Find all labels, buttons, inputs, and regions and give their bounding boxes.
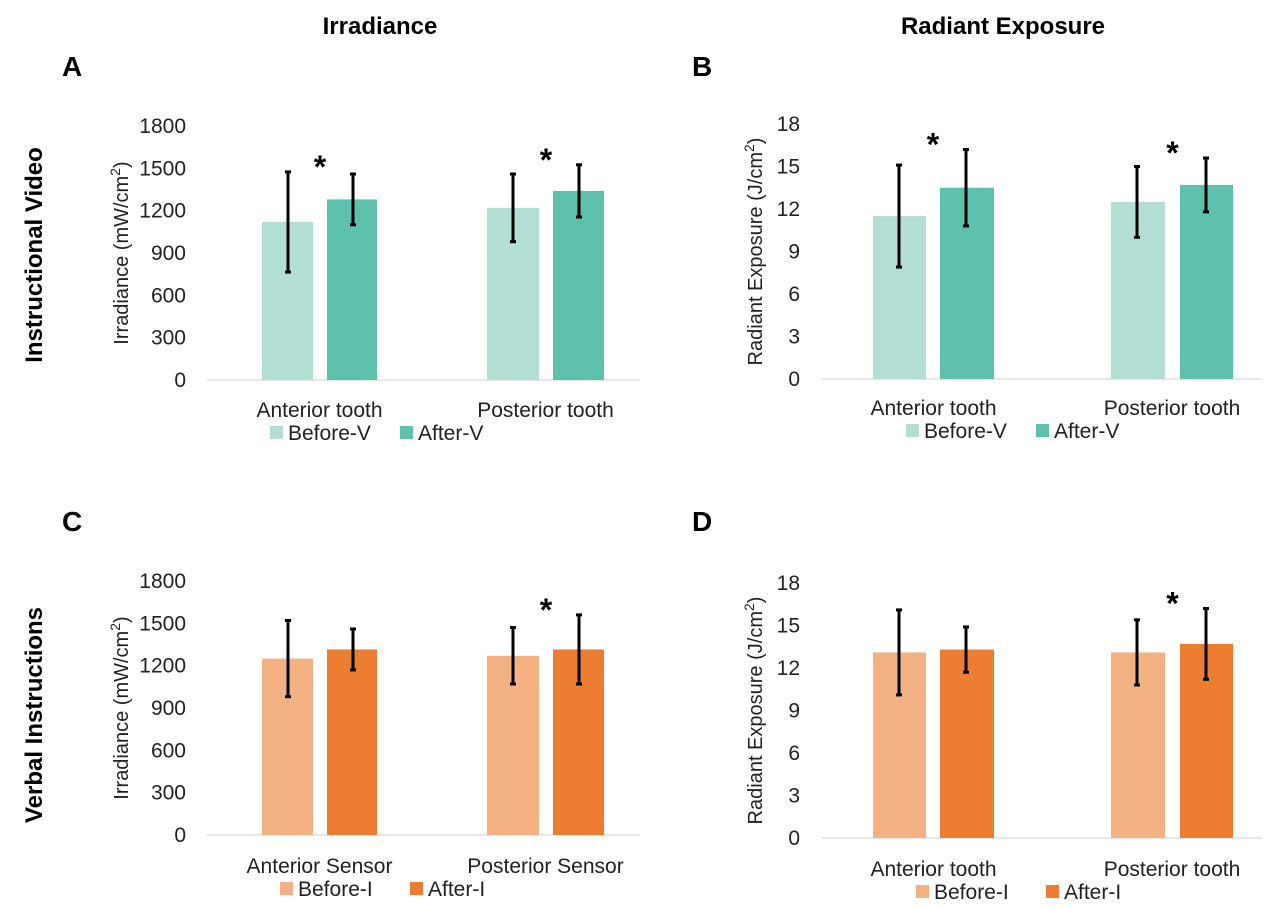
bar-after-v-2	[553, 190, 604, 380]
y-axis-label: Irradiance (mW/cm2)	[107, 616, 133, 799]
legend-label: Before-V	[924, 420, 1007, 443]
y-tick-label: 18	[777, 113, 800, 136]
y-tick-label: 3	[788, 326, 800, 349]
panel-letter: A	[62, 51, 82, 82]
significance-star: *	[1166, 135, 1179, 171]
column-title-radiant-exposure: Radiant Exposure	[901, 13, 1105, 40]
legend-label: Before-V	[288, 422, 371, 445]
y-tick-label: 900	[151, 242, 186, 265]
y-tick-label: 300	[151, 782, 186, 805]
category-label: Posterior tooth	[477, 399, 614, 422]
y-tick-label: 0	[174, 824, 186, 847]
y-tick-label: 1200	[139, 200, 186, 223]
bar-after-v-2	[1180, 184, 1233, 379]
category-label: Anterior tooth	[870, 858, 996, 881]
y-tick-label: 6	[788, 742, 800, 765]
y-tick-label: 1800	[139, 115, 186, 138]
category-label: Anterior tooth	[870, 397, 996, 420]
bar-after-i-1	[940, 649, 994, 838]
y-tick-label: 9	[788, 700, 800, 723]
panel-b: B 0 3 6 9 12 15 18 Radiant Exposure (J/cm2) Anter…	[692, 51, 1262, 443]
legend-swatch	[1036, 424, 1049, 437]
significance-star: *	[540, 592, 553, 628]
y-tick-label: 1800	[139, 570, 186, 593]
y-tick-label: 12	[777, 657, 800, 680]
significance-star: *	[927, 127, 940, 163]
y-tick-label: 6	[788, 283, 800, 306]
panel-c: C 0 300 600 900 1200 1500 1800 Irradiance (mW/cm…	[62, 506, 640, 901]
y-tick-label: 15	[777, 156, 800, 179]
row-title-instructional-video: Instructional Video	[21, 147, 48, 363]
y-tick-label: 300	[151, 327, 186, 350]
legend-label: Before-I	[934, 881, 1009, 904]
y-axis-label: Radiant Exposure (J/cm2)	[741, 138, 767, 366]
y-tick-label: 15	[777, 615, 800, 638]
legend-swatch	[906, 424, 919, 437]
panel-d: D 0 3 6 9 12 15 18 Radiant Exposure (J/cm2) Anter…	[692, 506, 1262, 904]
category-label: Posterior Sensor	[467, 855, 623, 878]
bar-after-i-1	[327, 649, 377, 835]
category-label: Anterior Sensor	[247, 855, 393, 878]
legend-swatch	[410, 882, 423, 895]
y-tick-label: 900	[151, 697, 186, 720]
significance-star: *	[540, 142, 553, 178]
legend-label: After-I	[1064, 881, 1121, 904]
legend-label: Before-I	[298, 878, 373, 901]
y-tick-label: 12	[777, 198, 800, 221]
legend-label: After-V	[1054, 420, 1119, 443]
y-tick-label: 1200	[139, 655, 186, 678]
y-tick-label: 3	[788, 785, 800, 808]
legend-swatch	[270, 426, 283, 439]
legend-swatch	[916, 885, 929, 898]
legend-swatch	[280, 882, 293, 895]
row-title-verbal-instructions: Verbal Instructions	[21, 607, 48, 823]
bar-before-i-2	[487, 655, 539, 835]
legend-swatch	[1046, 885, 1059, 898]
panel-letter: C	[62, 506, 82, 537]
y-tick-label: 0	[788, 368, 800, 391]
significance-star: *	[314, 149, 327, 185]
y-tick-label: 18	[777, 572, 800, 595]
legend-swatch	[400, 426, 413, 439]
panel-a: A 0 300 600 900 1200 1500 1800 Irradiance (mW/cm…	[62, 51, 640, 445]
y-tick-label: 0	[788, 827, 800, 850]
y-tick-label: 9	[788, 241, 800, 264]
legend-label: After-I	[428, 878, 485, 901]
y-axis-label: Irradiance (mW/cm2)	[107, 161, 133, 344]
panel-letter: B	[692, 51, 712, 82]
significance-star: *	[1166, 586, 1179, 622]
y-axis-label: Radiant Exposure (J/cm2)	[741, 597, 767, 825]
bar-after-v-1	[327, 199, 377, 380]
y-tick-label: 600	[151, 739, 186, 762]
y-tick-label: 600	[151, 284, 186, 307]
category-label: Posterior tooth	[1104, 397, 1241, 420]
y-tick-label: 1500	[139, 157, 186, 180]
category-label: Anterior tooth	[256, 399, 382, 422]
y-tick-label: 0	[174, 369, 186, 392]
category-label: Posterior tooth	[1104, 858, 1241, 881]
panel-letter: D	[692, 506, 712, 537]
column-title-irradiance: Irradiance	[323, 13, 438, 40]
legend-label: After-V	[418, 422, 483, 445]
y-tick-label: 1500	[139, 612, 186, 635]
